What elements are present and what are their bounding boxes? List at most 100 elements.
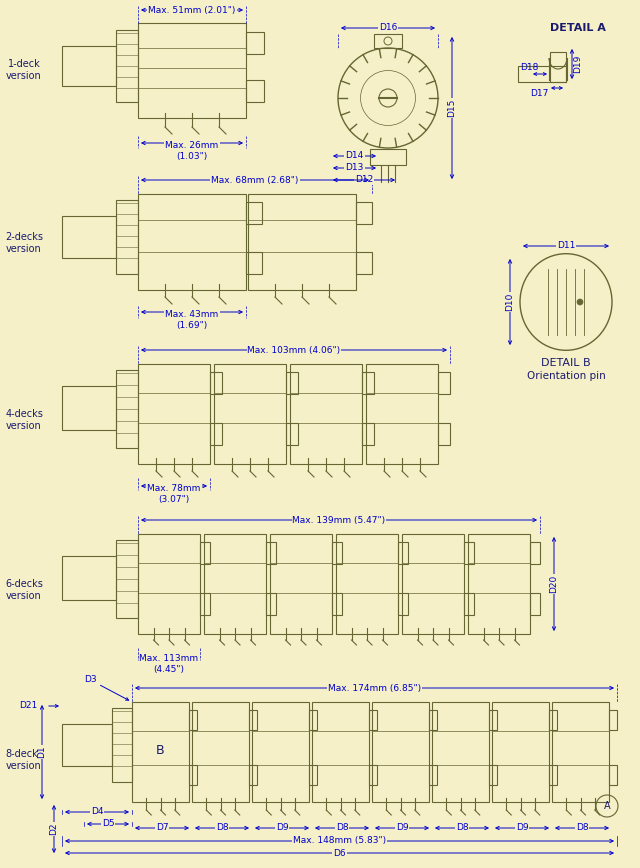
Bar: [266, 593, 276, 615]
Bar: [204, 534, 266, 634]
Bar: [309, 765, 317, 785]
Bar: [609, 710, 617, 730]
Bar: [286, 423, 298, 445]
Text: Max. 68mm (2.68"): Max. 68mm (2.68"): [211, 175, 299, 185]
Bar: [550, 52, 566, 82]
Text: Orientation pin: Orientation pin: [527, 371, 605, 381]
Text: D2: D2: [49, 823, 58, 835]
Bar: [138, 194, 246, 290]
Bar: [210, 372, 222, 394]
Bar: [116, 30, 138, 102]
Bar: [370, 149, 406, 165]
Bar: [549, 765, 557, 785]
Text: D11: D11: [557, 241, 575, 251]
Bar: [246, 252, 262, 274]
Bar: [286, 372, 298, 394]
Bar: [332, 542, 342, 564]
Bar: [246, 80, 264, 102]
Text: D20: D20: [550, 575, 559, 593]
Bar: [464, 542, 474, 564]
Bar: [252, 702, 309, 802]
Bar: [332, 593, 342, 615]
Text: D18: D18: [520, 63, 538, 73]
Bar: [369, 765, 377, 785]
Text: D16: D16: [379, 23, 397, 32]
Text: 4-decks
version: 4-decks version: [5, 409, 43, 431]
Text: D1: D1: [38, 746, 47, 759]
Text: D8: D8: [216, 824, 228, 832]
Bar: [62, 724, 112, 766]
Bar: [116, 370, 138, 448]
Bar: [248, 194, 356, 290]
Bar: [468, 534, 530, 634]
Bar: [62, 386, 116, 430]
Text: B: B: [156, 744, 165, 757]
Text: D8: D8: [456, 824, 468, 832]
Bar: [246, 202, 262, 224]
Text: D15: D15: [447, 99, 456, 117]
Text: D10: D10: [506, 293, 515, 312]
Bar: [62, 556, 116, 600]
Bar: [356, 202, 372, 224]
Bar: [374, 34, 402, 48]
Bar: [200, 593, 210, 615]
Circle shape: [577, 299, 583, 305]
Bar: [489, 710, 497, 730]
Bar: [138, 534, 200, 634]
Bar: [62, 216, 116, 258]
Bar: [138, 23, 246, 118]
Text: D8: D8: [336, 824, 348, 832]
Text: 1-deck
version: 1-deck version: [6, 59, 42, 81]
Text: Max. 43mm
(1.69"): Max. 43mm (1.69"): [165, 310, 219, 330]
Bar: [429, 710, 437, 730]
Bar: [249, 710, 257, 730]
Text: D5: D5: [102, 819, 115, 828]
Text: Max. 113mm
(4.45"): Max. 113mm (4.45"): [140, 654, 198, 674]
Text: D9: D9: [516, 824, 528, 832]
Bar: [192, 702, 249, 802]
Text: DETAIL B: DETAIL B: [541, 358, 591, 368]
Bar: [372, 702, 429, 802]
Bar: [518, 66, 566, 82]
Text: D9: D9: [396, 824, 408, 832]
Text: DETAIL A: DETAIL A: [550, 23, 606, 33]
Bar: [552, 702, 609, 802]
Bar: [116, 200, 138, 274]
Bar: [290, 364, 362, 464]
Text: D3: D3: [84, 675, 96, 685]
Bar: [402, 534, 464, 634]
Bar: [438, 372, 450, 394]
Bar: [549, 710, 557, 730]
Text: D8: D8: [576, 824, 588, 832]
Bar: [398, 542, 408, 564]
Bar: [138, 364, 210, 464]
Text: D13: D13: [346, 163, 364, 173]
Bar: [312, 702, 369, 802]
Text: 2-decks
version: 2-decks version: [5, 233, 43, 253]
Text: Max. 26mm
(1.03"): Max. 26mm (1.03"): [165, 141, 219, 161]
Bar: [249, 765, 257, 785]
Text: D7: D7: [156, 824, 168, 832]
Bar: [362, 423, 374, 445]
Bar: [464, 593, 474, 615]
Bar: [116, 540, 138, 618]
Text: Max. 148mm (5.83"): Max. 148mm (5.83"): [293, 837, 386, 845]
Text: 6-decks
version: 6-decks version: [5, 579, 43, 601]
Bar: [270, 534, 332, 634]
Text: D9: D9: [276, 824, 288, 832]
Bar: [429, 765, 437, 785]
Text: D17: D17: [530, 89, 548, 98]
Bar: [189, 710, 197, 730]
Bar: [432, 702, 489, 802]
Bar: [62, 46, 116, 86]
Bar: [200, 542, 210, 564]
Bar: [214, 364, 286, 464]
Text: D4: D4: [91, 807, 103, 817]
Bar: [369, 710, 377, 730]
Bar: [530, 593, 540, 615]
Text: A: A: [604, 801, 611, 811]
Bar: [438, 423, 450, 445]
Text: Max. 78mm
(3.07"): Max. 78mm (3.07"): [147, 484, 201, 503]
Bar: [336, 534, 398, 634]
Text: Max. 139mm (5.47"): Max. 139mm (5.47"): [292, 516, 385, 524]
